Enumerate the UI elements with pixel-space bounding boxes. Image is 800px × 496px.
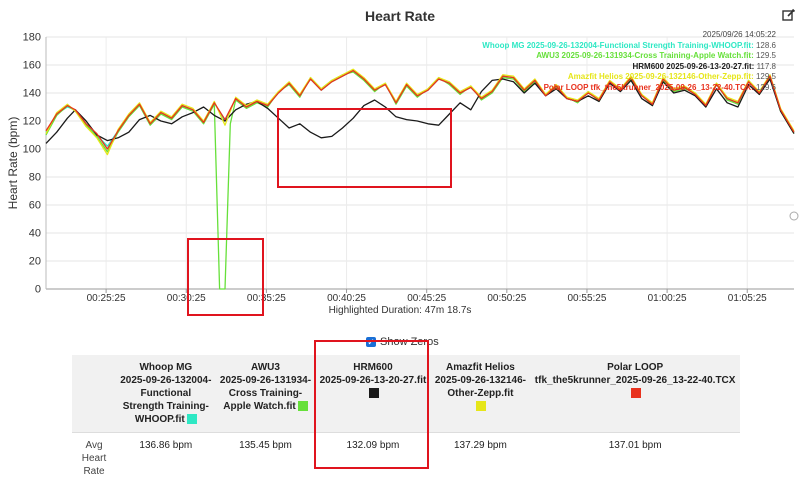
column-header-text: Other-Zepp.fit — [447, 388, 514, 399]
column-header-text: 2025-09-26-132146- — [434, 375, 527, 386]
legend-entry[interactable]: Polar LOOP tfk_the5krunner_2025-09-26_13… — [482, 83, 776, 94]
legend-entry-name: Polar LOOP tfk_the5krunner_2025-09-26_13… — [543, 82, 756, 92]
column-header-text: Polar LOOP — [607, 362, 664, 373]
x-tick-label: 00:40:25 — [327, 293, 366, 304]
y-axis-label: Heart Rate (bpm) — [6, 117, 20, 210]
column-header-text: 2025-09-26-132004- — [120, 375, 212, 386]
color-swatch — [631, 388, 642, 399]
x-tick-label: 00:35:25 — [247, 293, 286, 304]
y-tick-label: 140 — [23, 88, 41, 100]
legend-entry-value: 129.5 — [755, 72, 776, 82]
table-cell-avg-heart-rate: 137.01 bpm — [530, 432, 740, 484]
column-header-text: Strength Training- — [122, 401, 209, 412]
table-column-header: Whoop MG 2025-09-26-132004- Functional Stre… — [116, 355, 216, 433]
column-header-text: 2025-09-26-13-20-27.fit — [319, 375, 427, 386]
table-cell-avg-heart-rate: 137.29 bpm — [430, 432, 531, 484]
legend-entry-value: 129.6 — [755, 82, 776, 92]
legend-date: 2025/09/26 14:05:22 — [702, 30, 776, 39]
summary-table: Whoop MG 2025-09-26-132004- Functional Stre… — [72, 355, 740, 484]
y-tick-label: 180 — [23, 32, 41, 44]
legend-entry-value: 129.5 — [755, 51, 776, 61]
series-line-3 — [45, 68, 795, 156]
row-label-avg-heart-rate: Avg Heart Rate — [72, 432, 116, 484]
legend-entry-value: 117.8 — [756, 61, 776, 71]
y-tick-label: 80 — [29, 172, 41, 184]
checkbox-icon[interactable]: ✓ — [366, 337, 376, 347]
x-tick-label: 00:45:25 — [407, 293, 446, 304]
table-cell-avg-heart-rate: 136.86 bpm — [116, 432, 216, 484]
show-zeros-label: Show Zeros — [380, 336, 439, 348]
column-header-text: Amazfit Helios — [445, 362, 515, 373]
column-header-text: Cross Training- — [228, 388, 303, 399]
x-tick-label: 01:00:25 — [648, 293, 687, 304]
table-cell-avg-heart-rate: 135.45 bpm — [215, 432, 316, 484]
legend-entry[interactable]: Whoop MG 2025-09-26-132004-Functional St… — [482, 41, 776, 52]
color-swatch — [186, 414, 197, 425]
show-zeros-toggle[interactable]: ✓ Show Zeros — [366, 336, 439, 348]
column-header-text: Whoop MG — [139, 362, 193, 373]
color-swatch — [297, 401, 308, 412]
highlighted-duration-label: Highlighted Duration: 47m 18.7s — [328, 305, 472, 316]
legend-entry[interactable]: HRM600 2025-09-26-13-20-27.fit: 117.8 — [482, 61, 777, 73]
chart-title: Heart Rate — [364, 8, 436, 24]
x-tick-label: 00:25:25 — [87, 293, 126, 304]
x-tick-label: 01:05:25 — [728, 293, 767, 304]
edit-icon[interactable] — [782, 8, 796, 22]
y-tick-label: 160 — [23, 60, 41, 72]
table-column-header: Amazfit Helios 2025-09-26-132146- Other-Ze… — [430, 355, 531, 433]
column-header-text: 2025-09-26-131934- — [219, 375, 312, 386]
y-tick-label: 120 — [23, 116, 41, 128]
x-tick-label: 00:50:25 — [487, 293, 526, 304]
table-column-header: Polar LOOP tfk_the5krunner_2025-09-26_13-… — [530, 355, 740, 433]
x-tick-label: 00:55:25 — [567, 293, 606, 304]
column-header-text: WHOOP.fit — [134, 414, 185, 425]
legend-entry[interactable]: Amazfit Helios 2025-09-26-132146-Other-Z… — [482, 72, 776, 83]
annotation-box-dropout — [187, 238, 264, 316]
table-column-header: AWU3 2025-09-26-131934- Cross Training- App… — [215, 355, 316, 433]
column-header-text: tfk_the5krunner_2025-09-26_13-22-40.TCX — [534, 375, 736, 386]
y-tick-label: 20 — [29, 256, 41, 268]
series-line-2 — [45, 78, 795, 144]
drag-handle — [789, 211, 799, 221]
y-tick-label: 40 — [29, 228, 41, 240]
legend-entry[interactable]: AWU3 2025-09-26-131934-Cross Training-Ap… — [482, 51, 776, 62]
column-header-text: Functional — [140, 388, 192, 399]
series-line-4 — [45, 69, 795, 150]
column-header-text: HRM600 — [353, 362, 393, 373]
legend-entry-name: Amazfit Helios 2025-09-26-132146-Other-Z… — [567, 72, 756, 82]
table-column-header: HRM600 2025-09-26-13-20-27.fit — [315, 355, 431, 433]
legend-entry-value: 128.6 — [755, 40, 776, 50]
y-tick-label: 60 — [29, 200, 41, 212]
annotation-box-highlight — [277, 108, 452, 188]
column-header-text: AWU3 — [251, 362, 280, 373]
legend-entry-name: Whoop MG 2025-09-26-132004-Functional St… — [482, 40, 756, 50]
legend-entry-name: AWU3 2025-09-26-131934-Cross Training-Ap… — [536, 51, 756, 61]
color-swatch — [476, 401, 487, 412]
heart-rate-chart[interactable]: 0 20 40 60 80 100 120 140 160 180 00:25:25 00:30:25… — [0, 0, 800, 320]
legend-entry-name: HRM600 2025-09-26-13-20-27.fit: — [632, 61, 757, 71]
table-corner — [72, 355, 116, 433]
x-tick-label: 00:30:25 — [167, 293, 206, 304]
column-header-text: Apple Watch.fit — [223, 401, 296, 412]
chart-legend: 2025/09/26 14:05:22 Whoop MG 2025-09-26-… — [482, 30, 776, 94]
annotation-box-hrm600-column — [314, 340, 429, 469]
y-tick-label: 0 — [35, 284, 41, 296]
color-swatch — [368, 388, 379, 399]
y-tick-label: 100 — [23, 144, 41, 156]
table-cell-avg-heart-rate: 132.09 bpm — [315, 432, 431, 484]
